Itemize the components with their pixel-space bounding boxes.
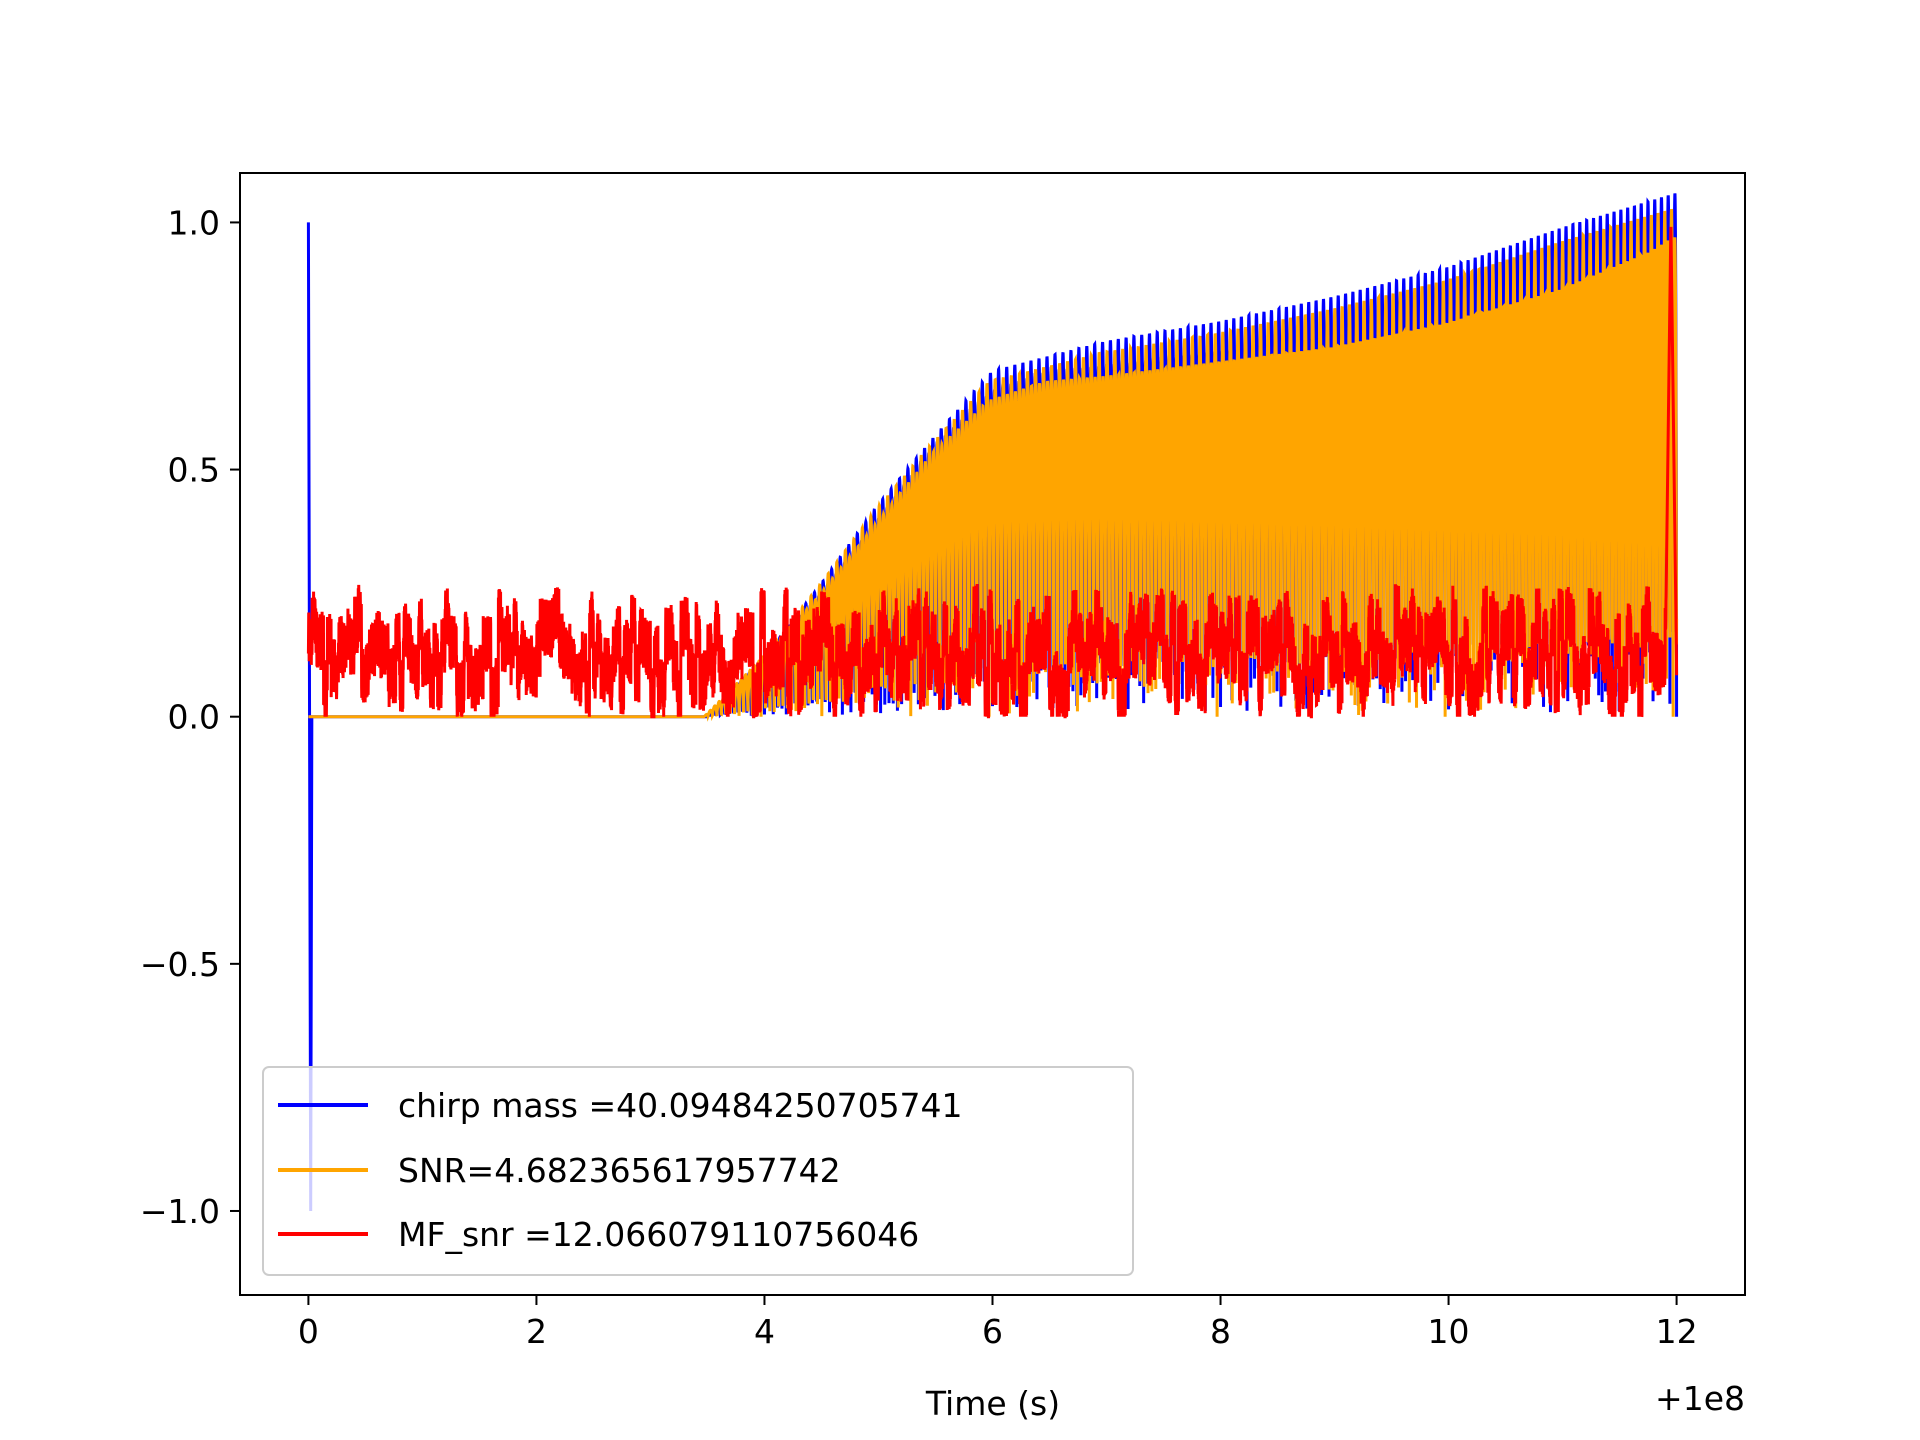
y-tick-label: 0.0 [168,698,220,737]
legend: chirp mass =40.09484250705741 SNR=4.6823… [262,1066,1134,1276]
x-tick-label: 10 [1428,1312,1470,1351]
y-axis: −1.0 −0.5 0.0 0.5 1.0 [140,203,240,1231]
x-axis-label: Time (s) [925,1384,1060,1423]
legend-label-chirp: chirp mass =40.09484250705741 [398,1086,963,1125]
x-tick-label: 6 [982,1312,1003,1351]
x-axis-offset-label: +1e8 [1655,1379,1745,1418]
x-tick-label: 2 [526,1312,547,1351]
x-tick-label: 0 [298,1312,319,1351]
x-tick-label: 4 [754,1312,775,1351]
x-axis: 0 2 4 6 8 10 12 [298,1295,1698,1351]
x-tick-label: 8 [1210,1312,1231,1351]
x-tick-label: 12 [1656,1312,1698,1351]
series-layer [306,193,1679,1211]
series-mf-snr-line [306,226,1679,719]
legend-label-mf-snr: MF_snr =12.066079110756046 [398,1215,919,1254]
y-tick-label: −0.5 [140,945,220,984]
y-tick-label: 1.0 [168,203,220,242]
legend-box [262,1066,1134,1276]
y-tick-label: 0.5 [168,451,220,490]
y-tick-label: −1.0 [140,1192,220,1231]
legend-label-snr: SNR=4.682365617957742 [398,1151,841,1190]
series-snr-line [308,208,1679,722]
